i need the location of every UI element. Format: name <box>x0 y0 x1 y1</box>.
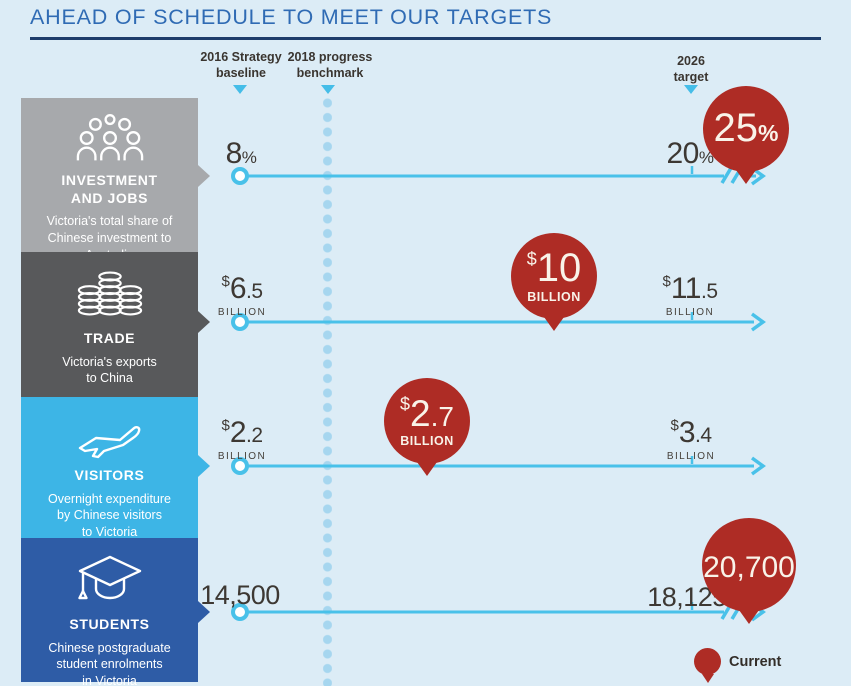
people-icon <box>75 112 145 164</box>
category-box-students: STUDENTS Chinese postgraduate student en… <box>21 538 210 686</box>
progress-track-trade <box>231 312 766 332</box>
category-box-visitors: VISITORS Overnight expenditure by Chines… <box>21 397 210 539</box>
category-description: Victoria's exports to China <box>62 354 157 386</box>
baseline-value: 8% <box>225 137 257 170</box>
legend-current-balloon-icon <box>694 648 721 675</box>
target-value: $11.5 BILLION <box>662 272 718 319</box>
category-title: INVESTMENT AND JOBS <box>61 172 158 206</box>
baseline-start-dot <box>231 167 249 185</box>
baseline-marker-arrow-icon <box>233 85 247 94</box>
baseline-value: 14,500 <box>200 580 280 610</box>
column-header-2016-baseline: 2016 Strategy baseline <box>200 50 282 81</box>
coins-icon <box>75 266 145 322</box>
legend-current-label: Current <box>729 654 782 670</box>
current-value-balloon: $10 BILLION <box>511 233 597 319</box>
baseline-start-dot <box>231 603 249 621</box>
page-title: AHEAD OF SCHEDULE TO MEET OUR TARGETS <box>30 5 553 29</box>
current-value-balloon: 20,700 <box>702 518 796 612</box>
baseline-start-dot <box>231 313 249 331</box>
category-title: VISITORS <box>74 467 145 483</box>
column-header-2026-target: 2026 target <box>673 54 709 85</box>
progress-track-visitors <box>231 456 766 476</box>
column-header-2018-benchmark: 2018 progress benchmark <box>287 50 373 81</box>
baseline-value: $2.2 BILLION <box>217 416 267 463</box>
arrowhead-icon <box>750 456 766 476</box>
arrowhead-icon <box>750 312 766 332</box>
current-value-balloon: $2.7 BILLION <box>384 378 470 464</box>
category-title: TRADE <box>83 330 136 346</box>
category-title: STUDENTS <box>69 616 150 632</box>
category-box-investment-and-jobs: INVESTMENT AND JOBS Victoria's total sha… <box>21 98 210 262</box>
baseline-start-dot <box>231 457 249 475</box>
title-underline <box>30 37 821 40</box>
target-value: $3.4 BILLION <box>666 416 716 463</box>
category-description: Victoria's total share of Chinese invest… <box>46 214 173 262</box>
graduation-cap-icon <box>74 552 146 608</box>
baseline-value: $6.5 BILLION <box>217 272 267 319</box>
plane-icon <box>74 411 146 459</box>
category-description: Overnight expenditure by Chinese visitor… <box>48 491 171 540</box>
benchmark-dotted-line <box>323 98 332 686</box>
category-description: Chinese postgraduate student enrolments … <box>48 640 171 686</box>
target-marker-arrow-icon <box>684 85 698 94</box>
current-value-balloon: 25% <box>703 86 789 172</box>
benchmark-marker-arrow-icon <box>321 85 335 94</box>
axis-break-icon <box>720 167 733 184</box>
category-box-trade: TRADE Victoria's exports to China <box>21 252 210 397</box>
target-value: 20% <box>666 137 714 170</box>
